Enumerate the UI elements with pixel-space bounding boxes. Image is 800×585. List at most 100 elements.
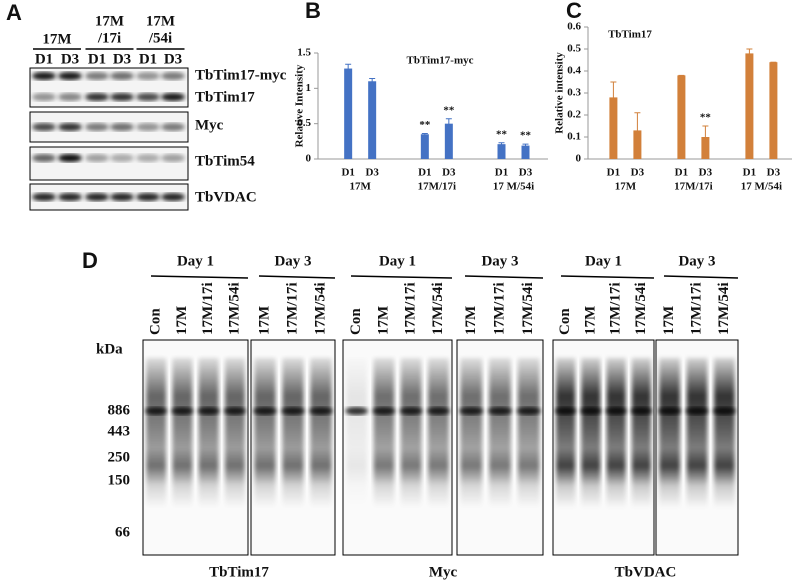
blot-band — [426, 407, 450, 415]
x-tick-label: D3 — [442, 167, 456, 179]
bar — [745, 53, 754, 159]
significance: ** — [419, 119, 431, 131]
blot-smear — [489, 358, 511, 508]
error-bar — [445, 118, 452, 129]
x-tick-label: D3 — [699, 167, 713, 179]
bar — [521, 145, 530, 159]
blot-smear — [659, 358, 681, 508]
lane-label: 17M — [463, 306, 479, 335]
blot-smear — [224, 358, 245, 508]
error-bar — [498, 142, 505, 146]
y-tick-label: 0.6 — [567, 21, 581, 33]
day-label: Day 3 — [678, 253, 715, 269]
x-tick-label: D1 — [607, 167, 620, 179]
significance: ** — [496, 128, 508, 140]
blot-band — [85, 93, 109, 101]
chart-title: TbTim17 — [608, 29, 652, 41]
blot-band — [32, 123, 56, 131]
blot-band — [171, 407, 194, 415]
chart-title: TbTim17-myc — [406, 55, 473, 67]
blot-smear — [686, 358, 708, 508]
day-label: Day 1 — [379, 253, 416, 269]
lane-label: 17M/54i — [312, 283, 328, 336]
day-rule — [258, 275, 336, 279]
blot-band — [459, 407, 484, 415]
lane-label: 17M/54i — [430, 283, 446, 336]
error-bar — [746, 48, 753, 58]
bar — [444, 123, 453, 159]
blot-label: Myc — [429, 564, 458, 580]
blot-band — [85, 193, 109, 201]
blot-smear — [556, 358, 576, 508]
group-label: 17 M/54i — [741, 181, 782, 193]
blot-smear — [346, 358, 367, 508]
y-tick-label: 0.2 — [567, 109, 581, 121]
lane-label: Con — [148, 308, 164, 335]
error-bar — [522, 143, 529, 147]
group-label: 17M — [349, 181, 371, 193]
column-header: /54i — [148, 30, 172, 46]
day-label: Day 1 — [585, 253, 622, 269]
row-label: TbTim17 — [195, 89, 255, 105]
error-bar — [345, 63, 352, 73]
blot-band — [110, 154, 134, 162]
day-label: Day 3 — [274, 253, 311, 269]
blot-label: TbTim17 — [209, 564, 269, 580]
x-tick-label: D1 — [675, 167, 688, 179]
blot-band — [516, 407, 541, 415]
blot-band — [223, 407, 246, 415]
blot-smear — [282, 358, 304, 508]
blot-band — [32, 72, 56, 80]
bar — [497, 144, 506, 159]
bar — [677, 75, 686, 159]
column-header: 17M — [95, 13, 124, 29]
marker-label: 150 — [108, 472, 131, 488]
error-bar — [369, 77, 376, 85]
blot-smear — [198, 358, 219, 508]
marker-label: 886 — [108, 402, 131, 418]
blot-band — [161, 72, 185, 80]
blot-band — [580, 407, 602, 415]
lane-label: 17M/54i — [226, 283, 242, 336]
blot-band — [32, 154, 56, 162]
blot-band — [110, 93, 134, 101]
blot-band — [161, 93, 185, 101]
blot-smear — [373, 358, 395, 508]
lane-label: D3 — [164, 51, 182, 67]
column-header: 17M — [42, 31, 71, 47]
row-label: TbVDAC — [195, 189, 257, 205]
blot-band — [110, 123, 134, 131]
blot-band — [197, 407, 220, 415]
lane-label: Con — [348, 308, 364, 335]
significance: ** — [520, 130, 532, 142]
blot-smear — [713, 358, 735, 508]
blot-band — [58, 93, 82, 101]
lane-label: 17M/17i — [403, 283, 419, 336]
blot-band — [136, 72, 160, 80]
lane-label: 17M/54i — [716, 283, 732, 336]
blot-band — [685, 407, 709, 415]
blot-smear — [428, 358, 449, 508]
y-axis-label: Relative Intensity — [294, 64, 306, 147]
lane-label: 17M/17i — [491, 283, 507, 336]
blot-band — [85, 123, 109, 131]
blot-smear — [254, 358, 276, 508]
day-label: Day 1 — [177, 253, 214, 269]
lane-label: D1 — [35, 51, 53, 67]
group-label: 17M — [615, 181, 637, 193]
lane-label: Con — [557, 308, 573, 335]
bar — [368, 81, 377, 159]
y-tick-label: 1 — [306, 82, 312, 94]
panel-label: D — [82, 248, 98, 273]
blot-band — [136, 154, 160, 162]
day-rule — [464, 275, 544, 279]
blot-band — [58, 72, 82, 80]
y-tick-label: 1.5 — [297, 47, 311, 59]
blot-band — [161, 123, 185, 131]
lane-label: 17M — [174, 306, 190, 335]
significance: ** — [700, 112, 712, 124]
blot-smear — [606, 358, 626, 508]
blot-band — [136, 193, 160, 201]
x-tick-label: D1 — [418, 167, 431, 179]
